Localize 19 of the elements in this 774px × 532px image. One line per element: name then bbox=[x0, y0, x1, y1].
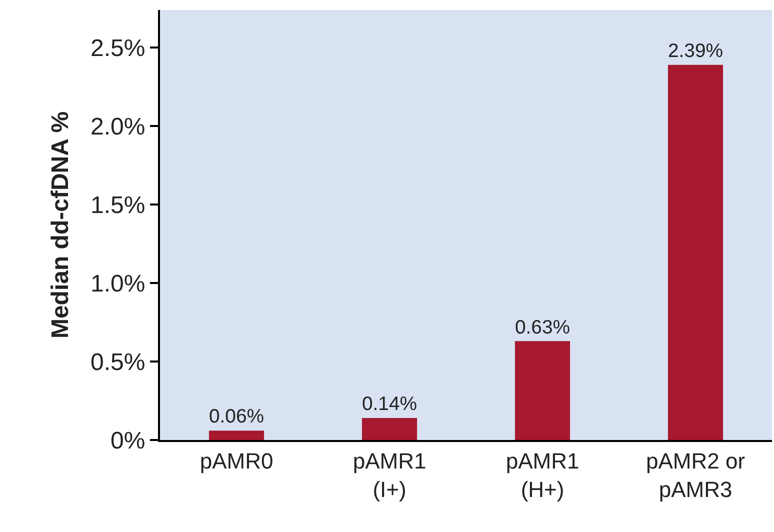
y-tick-label: 2.5% bbox=[90, 35, 146, 62]
data-label: 0.06% bbox=[208, 406, 264, 428]
bar bbox=[362, 418, 418, 440]
bar bbox=[514, 341, 570, 440]
y-axis-title: Median dd-cfDNA % bbox=[47, 111, 74, 339]
y-tick-label: 1.5% bbox=[90, 192, 146, 219]
data-label: 0.14% bbox=[362, 393, 418, 416]
x-tick-label: pAMR0 bbox=[200, 448, 274, 474]
y-tick-label: 0% bbox=[110, 427, 146, 454]
bar bbox=[668, 64, 724, 440]
x-tick-label: pAMR1 (I+) bbox=[352, 448, 426, 502]
y-tick-label: 1.0% bbox=[90, 270, 146, 298]
bar bbox=[208, 430, 264, 440]
data-label: 2.39% bbox=[668, 40, 724, 62]
x-tick-label: pAMR2 or pAMR3 bbox=[646, 448, 746, 502]
x-tick-label: pAMR1 (H+) bbox=[506, 448, 580, 502]
y-tick-label: 2.0% bbox=[90, 114, 146, 141]
y-tick-label: 0.5% bbox=[90, 348, 146, 376]
data-label: 0.63% bbox=[514, 316, 570, 338]
